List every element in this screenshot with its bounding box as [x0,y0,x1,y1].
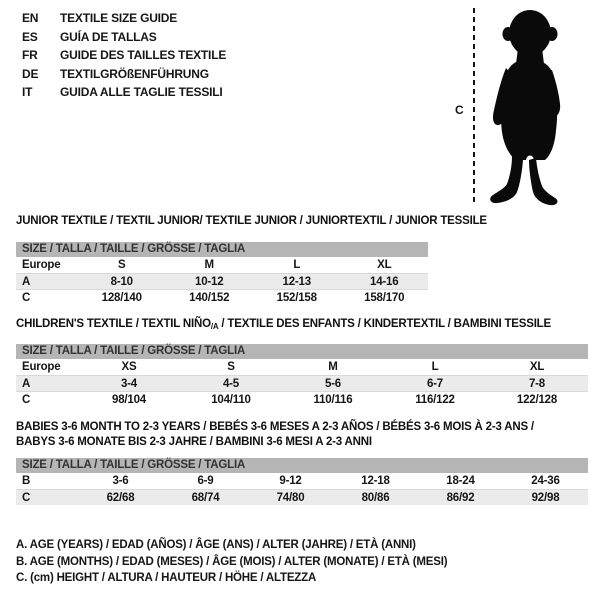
footnote-b: B. AGE (MONTHS) / EDAD (MESES) / ÂGE (MO… [16,555,448,568]
table-cell: 152/158 [276,291,317,304]
footnotes: A. AGE (YEARS) / EDAD (AÑOS) / ÂGE (ANS)… [16,537,448,587]
table-cell: 80/86 [361,491,390,504]
table-cell: B [22,475,31,487]
language-row-it: IT GUIDA ALLE TAGLIE TESSILI [22,83,226,102]
children-section-title: CHILDREN'S TEXTILE / TEXTIL NIÑO/A / TEX… [16,318,551,331]
height-measure-dashed-line [473,8,475,205]
table-row: C 98/104 104/110 110/116 116/122 122/128 [16,391,588,407]
table-cell: Europe [22,361,61,373]
language-code: DE [22,66,39,81]
table-cell: A [22,377,31,390]
language-label: GUIDE DES TAILLES TEXTILE [60,48,227,62]
table-cell: 68/74 [191,491,220,504]
language-code: ES [22,29,38,44]
size-header-bar: SIZE / TALLA / TAILLE / GRÖSSE / TAGLIA [16,344,588,359]
table-cell: 7-8 [528,377,546,390]
language-row-de: DE TEXTILGRÖßENFÜHRUNG [22,65,226,84]
table-cell: L [431,361,439,373]
table-cell: 122/128 [516,393,558,406]
table-row: A 3-4 4-5 5-6 6-7 7-8 [16,375,588,391]
table-cell: S [118,259,126,271]
babies-section-title: BABIES 3-6 MONTH TO 2-3 YEARS / BEBÉS 3-… [16,420,534,449]
language-list: EN TEXTILE SIZE GUIDE ES GUÍA DE TALLAS … [22,9,226,102]
table-cell: 24-36 [531,475,560,487]
table-cell: 12-13 [282,275,312,288]
table-cell: XS [121,361,137,373]
table-cell: C [22,291,31,304]
table-cell: XL [529,361,545,373]
table-cell: 92/98 [531,491,560,504]
table-cell: 5-6 [324,377,342,390]
children-title-subscript: /A [210,322,219,331]
table-row: Europe XS S M L XL [16,359,588,375]
table-cell: XL [377,259,392,271]
size-header-bar: SIZE / TALLA / TAILLE / GRÖSSE / TAGLIA [16,458,588,473]
table-cell: 116/122 [415,393,455,406]
table-cell: 18-24 [446,475,475,487]
table-cell: S [227,361,235,373]
table-cell: 4-5 [222,377,240,390]
table-cell: A [22,275,31,288]
language-label: GUÍA DE TALLAS [60,29,157,44]
table-cell: 62/68 [106,491,135,504]
table-cell: 110/116 [313,393,353,406]
junior-size-table: SIZE / TALLA / TAILLE / GRÖSSE / TAGLIA … [16,242,428,305]
babies-size-table: SIZE / TALLA / TAILLE / GRÖSSE / TAGLIA … [16,458,588,505]
table-cell: 14-16 [370,275,399,288]
table-cell: 6-9 [197,475,214,487]
language-label: TEXTILE SIZE GUIDE [60,11,178,25]
table-cell: 12-18 [361,475,390,487]
table-cell: 86/92 [446,491,475,504]
table-cell: 8-10 [110,275,133,288]
table-cell: C [22,393,31,406]
babies-title-line1: BABIES 3-6 MONTH TO 2-3 YEARS / BEBÉS 3-… [16,421,534,433]
table-cell: 128/140 [101,291,142,304]
table-cell: 3-4 [120,377,138,390]
table-cell: Europe [22,259,61,271]
children-title-text: CHILDREN'S TEXTILE / TEXTIL NIÑO [16,318,211,330]
language-row-en: EN TEXTILE SIZE GUIDE [22,9,226,28]
language-code: FR [22,48,38,62]
table-row: Europe S M L XL [16,257,428,273]
table-row: B 3-6 6-9 9-12 12-18 18-24 24-36 [16,473,588,489]
babies-title-line2: BABYS 3-6 MONATE BIS 2-3 JAHRE / BAMBINI… [16,435,372,448]
table-cell: L [293,259,301,271]
table-row: C 62/68 68/74 74/80 80/86 86/92 92/98 [16,489,588,505]
language-label: TEXTILGRÖßENFÜHRUNG [60,66,209,81]
table-cell: 3-6 [112,475,129,487]
table-cell: 6-7 [426,377,444,390]
junior-section-title: JUNIOR TEXTILE / TEXTIL JUNIOR/ TEXTILE … [16,215,487,227]
language-row-es: ES GUÍA DE TALLAS [22,28,226,47]
table-cell: 140/152 [189,291,230,304]
size-header-bar: SIZE / TALLA / TAILLE / GRÖSSE / TAGLIA [16,242,428,257]
footnote-a: A. AGE (YEARS) / EDAD (AÑOS) / ÂGE (ANS)… [16,539,416,551]
footnote-c: C. (cm) HEIGHT / ALTURA / HAUTEUR / HÖHE… [16,572,317,584]
children-size-table: SIZE / TALLA / TAILLE / GRÖSSE / TAGLIA … [16,344,588,407]
height-measure-label: C [455,103,464,117]
table-cell: 10-12 [195,275,224,288]
language-code: IT [22,85,33,99]
table-cell: 98/104 [112,393,146,406]
table-cell: 9-12 [279,475,302,487]
table-row: A 8-10 10-12 12-13 14-16 [16,273,428,289]
table-cell: 158/170 [364,291,405,304]
table-cell: M [204,259,215,271]
language-code: EN [22,11,39,25]
baby-silhouette-icon [484,6,576,206]
table-cell: 104/110 [211,393,251,406]
language-row-fr: FR GUIDE DES TAILLES TEXTILE [22,46,226,65]
language-label: GUIDA ALLE TAGLIE TESSILI [60,85,223,99]
table-cell: C [22,491,31,504]
table-cell: M [328,361,338,373]
table-row: C 128/140 140/152 152/158 158/170 [16,289,428,305]
table-cell: 74/80 [276,491,305,504]
children-title-text: / TEXTILE DES ENFANTS / KINDERTEXTIL / B… [218,318,551,330]
